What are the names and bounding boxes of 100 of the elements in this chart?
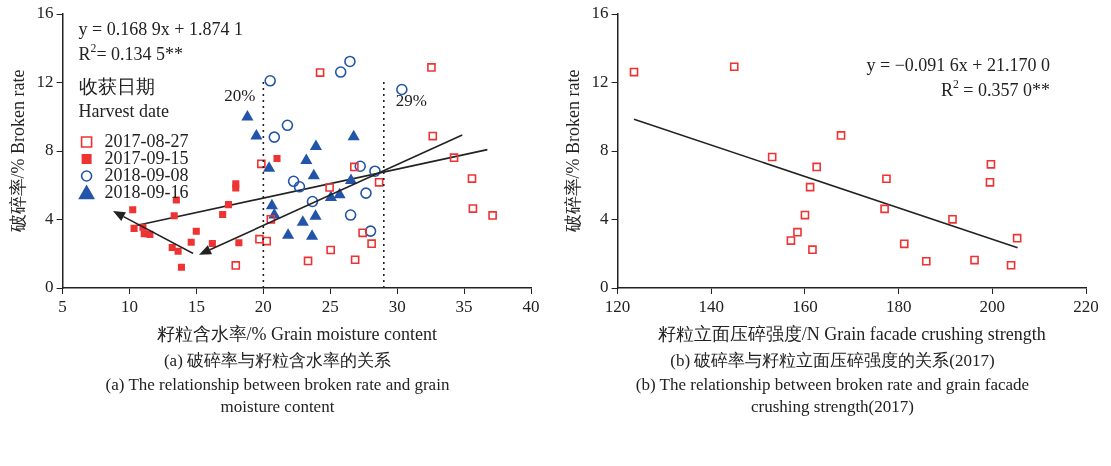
point: [219, 211, 227, 219]
point: [369, 165, 381, 178]
point: [282, 228, 295, 239]
point: [257, 159, 266, 169]
y-tick-label: 12: [591, 71, 609, 91]
point: [367, 239, 376, 248]
point: [347, 129, 360, 141]
x-tick-label: 200: [979, 296, 1006, 316]
point: [265, 198, 278, 210]
point: [808, 245, 817, 254]
point: [805, 182, 815, 192]
x-tick-label: 40: [522, 296, 540, 316]
point: [146, 230, 154, 238]
point: [629, 67, 639, 77]
legend-title: 收获日期 Harvest date: [78, 75, 170, 121]
x-tick-label: 120: [604, 296, 631, 316]
annotation: y = 0.168 9x + 1.874 1: [78, 18, 243, 39]
x-tick-label: 180: [885, 296, 912, 316]
text: (a) 破碎率与籽粒含水率的关系: [162, 350, 393, 372]
point: [296, 215, 309, 226]
point: [350, 255, 360, 265]
point: [880, 204, 889, 214]
point: [287, 175, 300, 188]
y-tick-label: 0: [600, 277, 609, 297]
y-tick-label: 16: [591, 3, 609, 23]
point: [306, 195, 319, 208]
point: [187, 238, 195, 246]
ref-line-label: 29%: [395, 91, 427, 111]
point: [130, 224, 138, 232]
point: [232, 184, 240, 192]
y-axis-title: 破碎率/% Broken rate: [7, 69, 28, 234]
point: [303, 256, 313, 266]
x-tick-label: 25: [321, 296, 339, 316]
point: [208, 239, 216, 248]
point: [427, 63, 436, 72]
point: [350, 162, 359, 172]
x-tick-label: 20: [254, 296, 272, 316]
point: [793, 227, 802, 237]
x-tick-label: 15: [187, 296, 205, 316]
x-tick-label: 30: [388, 296, 406, 316]
point: [170, 212, 178, 220]
text: (a) The relationship between broken rate and grain moisture content: [104, 374, 451, 418]
x-tick-label: 140: [698, 296, 725, 316]
x-tick-label: 35: [455, 296, 473, 316]
point: [970, 255, 979, 265]
x-tick-label: 5: [58, 296, 67, 316]
point: [364, 225, 377, 237]
point: [948, 214, 957, 224]
point: [921, 256, 931, 266]
text: (b) The relationship between broken rate and grain facade crushing strength(2017): [634, 374, 1031, 418]
point: [264, 74, 276, 87]
point: [266, 214, 276, 224]
point: [177, 263, 185, 271]
point: [250, 128, 263, 140]
point: [899, 239, 909, 249]
point: [812, 162, 822, 172]
point: [326, 245, 335, 255]
point: [262, 236, 272, 246]
x-tick-label: 10: [121, 296, 139, 316]
point: [467, 174, 477, 183]
point: [374, 178, 384, 187]
point: [235, 239, 243, 247]
point: [428, 131, 438, 141]
point: [309, 209, 322, 220]
point: [1006, 260, 1016, 270]
point: [396, 83, 408, 96]
point: [800, 210, 810, 220]
point: [488, 211, 497, 220]
y-tick-label: 8: [45, 140, 54, 160]
x-tick-label: 220: [1073, 296, 1099, 316]
point: [786, 236, 796, 245]
point: [263, 161, 276, 172]
y-tick-label: 16: [36, 3, 54, 23]
y-tick-label: 0: [45, 277, 54, 297]
point: [192, 227, 200, 235]
y-tick-label: 4: [600, 208, 610, 228]
x-axis-title: 籽粒立面压碎强度/N Grain facade crushing strength: [657, 323, 1046, 344]
point: [300, 153, 313, 165]
point: [334, 66, 347, 78]
point: [225, 201, 233, 209]
x-tick-label: 160: [792, 296, 818, 316]
point: [174, 247, 182, 255]
point: [293, 180, 306, 193]
annotation: y = −0.091 6x + 21.170 0: [866, 54, 1051, 75]
y-tick-label: 4: [45, 208, 55, 228]
point: [344, 55, 356, 68]
point: [273, 155, 281, 163]
point: [231, 261, 241, 270]
point: [729, 62, 739, 72]
point: [836, 131, 846, 140]
text: (b) 破碎率与籽粒立面压碎强度的关系(2017): [669, 350, 996, 372]
y-axis-title: 破碎率/% Broken rate: [562, 69, 583, 234]
point: [129, 206, 137, 214]
point: [344, 209, 357, 221]
point: [241, 109, 254, 121]
point: [449, 153, 459, 163]
point: [344, 173, 358, 184]
point: [268, 131, 281, 143]
point: [985, 178, 995, 187]
point: [325, 183, 334, 192]
